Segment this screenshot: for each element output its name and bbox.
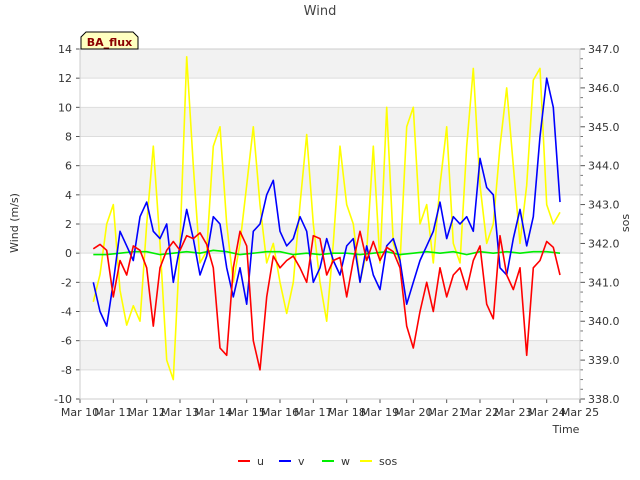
y-tick-label: -8 — [61, 364, 72, 377]
y-tick-label: -10 — [54, 393, 72, 406]
y2-axis-title: sos — [619, 214, 632, 232]
x-tick-label: Mar 18 — [328, 406, 366, 419]
plot-frame — [79, 48, 581, 400]
y2-tick-label: 338.0 — [588, 393, 620, 406]
series-line-v — [92, 77, 561, 327]
background-band — [80, 107, 580, 137]
y-axis-title: Wind (m/s) — [8, 193, 21, 253]
x-tick-label: Mar 10 — [61, 406, 99, 419]
y2-tick-label: 346.0 — [588, 82, 620, 95]
x-tick-label: Mar 13 — [161, 406, 199, 419]
x-tick-label: Mar 11 — [94, 406, 132, 419]
legend-label-w: w — [341, 455, 350, 468]
series-line-w — [93, 249, 561, 256]
axes: -10 -8 -6 -4 -2 0 2 4 6 8 10 12 14 338.0 339.0 340.0 341… — [54, 43, 619, 419]
x-tick-label: Mar 24 — [528, 406, 566, 419]
y-tick-label: 12 — [58, 72, 72, 85]
x-tick-label: Mar 21 — [428, 406, 466, 419]
series-line-sos — [92, 55, 561, 381]
background-band — [80, 136, 580, 166]
x-tick-label: Mar 25 — [561, 406, 599, 419]
background-band — [80, 369, 580, 399]
series-line-u — [92, 230, 561, 371]
x-axis-title: Time — [552, 423, 580, 436]
x-tick-label: Mar 17 — [294, 406, 332, 419]
y2-tick-label: 344.0 — [588, 160, 620, 173]
background-band — [80, 49, 580, 79]
y2-tick-label: 345.0 — [588, 121, 620, 134]
y2-tick-label: 341.0 — [588, 276, 620, 289]
x-tick-label: Mar 19 — [361, 406, 399, 419]
y2-tick-label: 339.0 — [588, 354, 620, 367]
chart-title: Wind — [304, 4, 337, 19]
y-tick-label: 14 — [58, 43, 72, 56]
series-layer — [92, 55, 561, 381]
y2-tick-label: 347.0 — [588, 43, 620, 56]
badge: BA_flux — [80, 31, 139, 50]
badge-box — [80, 31, 139, 50]
x-tick-label: Mar 22 — [461, 406, 499, 419]
legend-label-v: v — [298, 455, 305, 468]
y-tick-label: 0 — [65, 247, 72, 260]
y-tick-label: 4 — [65, 189, 72, 202]
y2-tick-label: 342.0 — [588, 237, 620, 250]
y2-tick-label: 340.0 — [588, 315, 620, 328]
y-tick-label: 8 — [65, 131, 72, 144]
x-tick-label: Mar 20 — [394, 406, 432, 419]
y-tick-label: 10 — [58, 101, 72, 114]
background-band — [80, 311, 580, 341]
legend-label-u: u — [257, 455, 264, 468]
y-tick-label: 6 — [65, 160, 72, 173]
background-band — [80, 194, 580, 224]
y-tick-label: 2 — [65, 218, 72, 231]
background-band — [80, 78, 580, 108]
x-tick-label: Mar 16 — [261, 406, 299, 419]
y2-tick-label: 343.0 — [588, 199, 620, 212]
x-tick-label: Mar 23 — [494, 406, 532, 419]
y-tick-label: -6 — [61, 335, 72, 348]
legend: u v w sos — [238, 455, 397, 468]
x-tick-label: Mar 15 — [228, 406, 266, 419]
y-tick-label: -2 — [61, 276, 72, 289]
badge-label: BA_flux — [87, 36, 132, 49]
x-tick-label: Mar 12 — [128, 406, 166, 419]
background-band — [80, 340, 580, 370]
legend-label-sos: sos — [379, 455, 397, 468]
y-tick-label: -4 — [61, 306, 72, 319]
x-tick-label: Mar 14 — [194, 406, 232, 419]
